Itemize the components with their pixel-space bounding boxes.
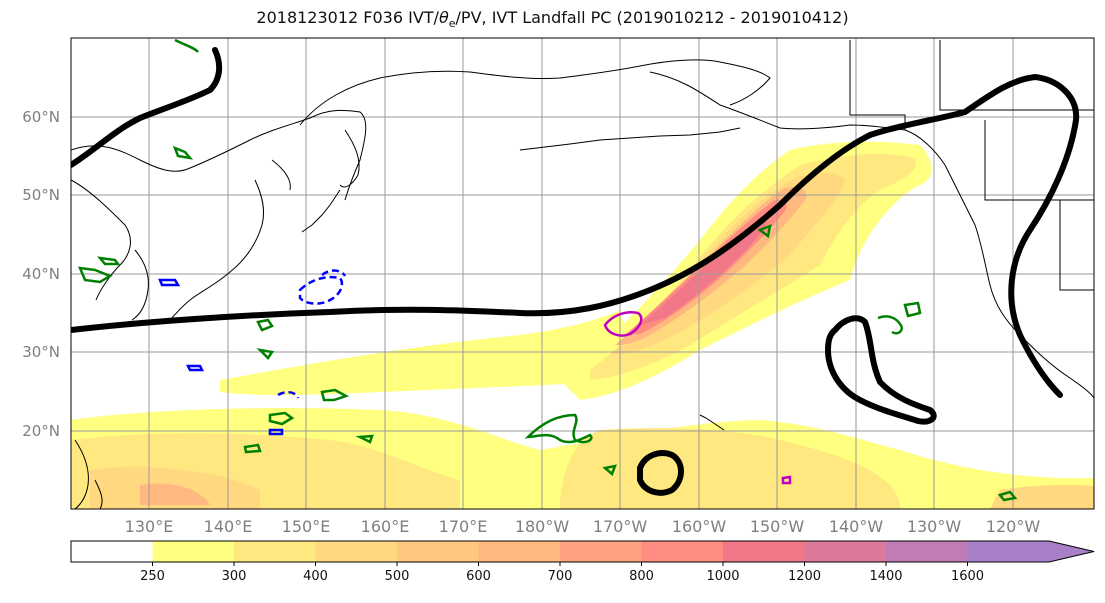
colorbar-segment [641,541,724,562]
colorbar-outline [70,540,1095,563]
colorbar-tick-label: 500 [385,569,410,584]
colorbar-tick-label: 1600 [951,569,984,584]
lat-label: 40°N [22,265,60,283]
colorbar-tick-label: 400 [303,569,328,584]
colorbar-tick-label: 1000 [706,569,739,584]
lat-label: 20°N [22,422,60,440]
latitude-labels: 60°N 50°N 40°N 30°N 20°N [22,108,60,440]
neg-contours [158,269,347,436]
colorbar-segment [152,541,235,562]
colorbar-segment [315,541,398,562]
coastlines [71,40,1094,509]
lon-label: 170°E [439,517,488,536]
lat-label: 50°N [22,186,60,204]
colorbar-segment [723,541,805,562]
lon-label: 160°E [361,517,410,536]
lat-label: 60°N [22,108,60,126]
colorbar-tick-label: 300 [222,569,247,584]
lon-label: 150°W [750,517,805,536]
colorbar-tick-label: 1200 [788,569,821,584]
colorbar-tick-label: 250 [140,569,165,584]
pv-contours [78,38,1018,502]
colorbar-segment [234,541,316,562]
colorbar-tick-label: 800 [629,569,654,584]
landfall-pc-contours [71,47,1080,496]
colorbar-segment [478,541,561,562]
lon-label: 130°W [907,517,962,536]
lon-label: 120°W [986,517,1041,536]
lon-label: 130°E [125,517,174,536]
lon-label: 170°W [593,517,648,536]
mag-contours [603,311,792,485]
colorbar-segment [967,541,1094,562]
colorbar-segment [560,541,642,562]
chart-title: 2018123012 F036 IVT/θe/PV, IVT Landfall … [256,8,849,31]
colorbar-segment [886,541,968,562]
colorbar-segment [71,541,153,562]
lon-label: 180°W [515,517,570,536]
colorbar-tick-label: 1400 [869,569,902,584]
colorbar-segment [804,541,887,562]
lon-label: 160°W [672,517,727,536]
colorbar-tick-label: 600 [466,569,491,584]
colorbar-tick-label: 700 [548,569,573,584]
map-frame [70,37,1095,510]
colorbar: 250 300 400 500 600 700 800 1000 1200 1400 1600 [70,540,1095,584]
lon-label: 140°E [204,517,253,536]
longitude-labels: 130°E 140°E 150°E 160°E 170°E 180°W 170°… [125,517,1041,536]
lon-label: 150°E [282,517,331,536]
ivt-shading [71,141,1094,509]
lon-label: 140°W [829,517,884,536]
colorbar-segment [397,541,479,562]
map-area [71,38,1094,509]
lat-label: 30°N [22,343,60,361]
